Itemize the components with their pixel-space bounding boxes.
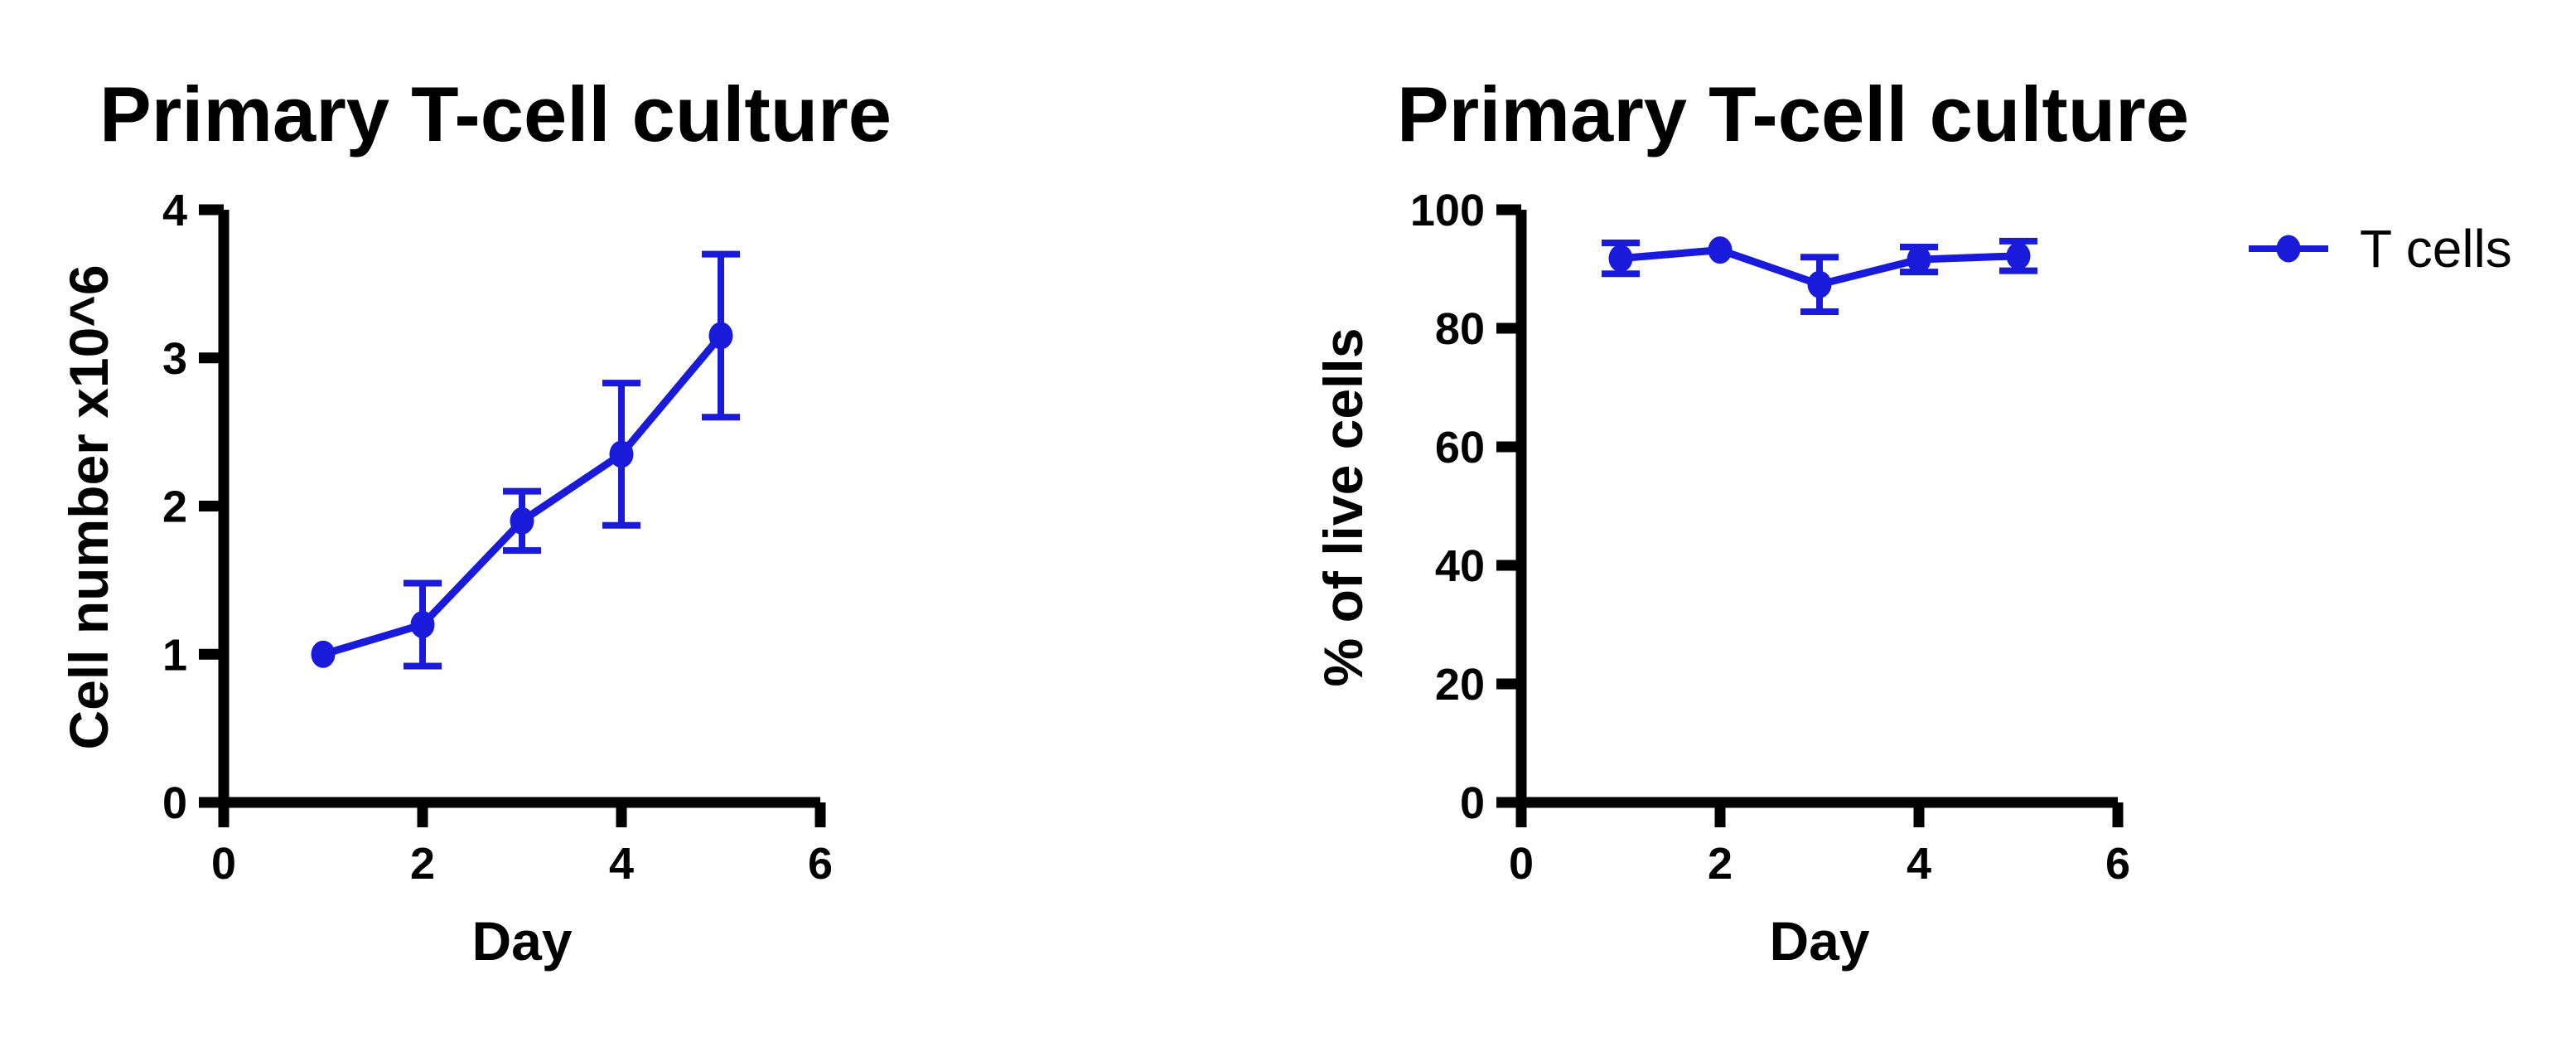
data-point: [609, 440, 634, 468]
chart-title: Primary T-cell culture: [1397, 70, 2189, 158]
data-point: [1907, 245, 1931, 274]
left-chart-cell-number: Primary T-cell culture Cell number x10^6 D…: [58, 70, 892, 972]
x-axis-label: Day: [1769, 910, 1869, 972]
legend-marker: [2276, 235, 2301, 263]
y-tick-label: 40: [1435, 541, 1485, 591]
chart-title: Primary T-cell culture: [99, 70, 892, 158]
y-axis-label: Cell number x10^6: [58, 264, 119, 749]
x-tick-label: 6: [808, 839, 833, 889]
data-point: [708, 322, 733, 350]
y-tick-label: 0: [1460, 778, 1485, 828]
y-tick-label: 0: [162, 778, 187, 828]
data-point: [1807, 270, 1832, 298]
y-axis-label: % of live cells: [1312, 328, 1374, 687]
x-tick-label: 2: [1708, 839, 1733, 889]
x-tick-label: 0: [1509, 839, 1534, 889]
y-tick-label: 1: [162, 630, 187, 680]
legend-label: T cells: [2360, 219, 2512, 279]
y-tick-label: 3: [162, 334, 187, 384]
y-tick-label: 100: [1410, 186, 1485, 235]
data-point: [510, 506, 534, 535]
right-chart-viability: Primary T-cell culture % of live cells Day…: [1312, 70, 2512, 972]
x-axis-label: Day: [471, 910, 572, 972]
x-tick-label: 0: [211, 839, 236, 889]
y-tick-label: 2: [162, 482, 187, 532]
x-tick-label: 4: [1907, 839, 1931, 889]
y-tick-label: 4: [162, 186, 187, 235]
x-tick-label: 4: [609, 839, 634, 889]
y-tick-label: 20: [1435, 660, 1485, 710]
data-point: [1708, 236, 1733, 264]
data-point: [311, 640, 336, 668]
x-tick-label: 2: [410, 839, 435, 889]
y-tick-label: 80: [1435, 304, 1485, 354]
data-point: [2006, 242, 2031, 270]
data-point: [1608, 245, 1633, 273]
data-point: [410, 611, 435, 638]
x-tick-label: 6: [2105, 839, 2130, 889]
y-tick-label: 60: [1435, 423, 1485, 473]
